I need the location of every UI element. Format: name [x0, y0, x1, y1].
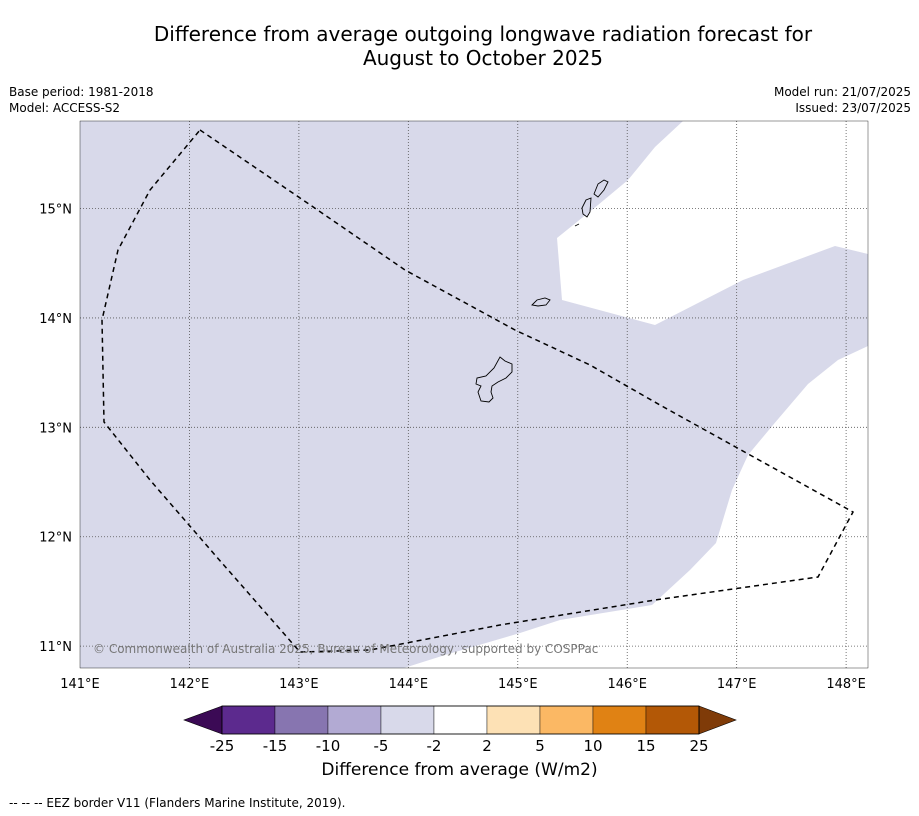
- colorbar-outline: [221, 705, 700, 735]
- lon-tick-label: 142°E: [170, 677, 210, 692]
- colorbar-tick-label: -2: [427, 737, 442, 755]
- lon-tick-label: 146°E: [607, 677, 647, 692]
- colorbar-tick-label: -5: [374, 737, 389, 755]
- eez-legend: -- -- -- EEZ border V11 (Flanders Marine…: [9, 796, 346, 810]
- latitude-labels: 11°N 12°N 13°N 14°N 15°N: [39, 203, 72, 656]
- colorbar-tick-label: -10: [316, 737, 341, 755]
- colorbar-under-extension: [183, 705, 223, 735]
- island-tinian: [581, 197, 592, 218]
- issued-date: Issued: 23/07/2025: [795, 101, 911, 115]
- lat-tick-label: 12°N: [39, 531, 72, 546]
- island-aguijan: [574, 223, 580, 227]
- model-name: Model: ACCESS-S2: [9, 101, 121, 115]
- map-frame: [79, 120, 869, 669]
- colorbar-tick-label: -15: [263, 737, 288, 755]
- lat-tick-label: 11°N: [39, 640, 72, 655]
- lat-tick-label: 13°N: [39, 421, 72, 436]
- lon-tick-label: 145°E: [498, 677, 538, 692]
- colorbar-tick-label: 10: [583, 737, 602, 755]
- lat-tick-label: 15°N: [39, 203, 72, 218]
- colorbar-tick-label: 2: [482, 737, 492, 755]
- colorbar-swatch: [327, 705, 382, 735]
- title-line-2: August to October 2025: [362, 46, 604, 70]
- colorbar-swatch: [645, 705, 700, 735]
- colorbar-swatch: [539, 705, 594, 735]
- eez-border: [101, 128, 855, 653]
- map-credit: © Commonwealth of Australia 2025, Bureau…: [93, 642, 598, 656]
- colorbar-swatch: [433, 705, 488, 735]
- island-outlines: [475, 179, 609, 403]
- colorbar-tick-label: 5: [535, 737, 545, 755]
- colorbar-tick-label: -25: [210, 737, 235, 755]
- map-plot-area: © Commonwealth of Australia 2025, Bureau…: [80, 121, 868, 668]
- meta-left: Base period: 1981-2018 Model: ACCESS-S2: [9, 84, 154, 116]
- gridlines: [80, 121, 868, 668]
- title-line-1: Difference from average outgoing longwav…: [153, 22, 813, 46]
- colorbar-tick-label: 15: [636, 737, 655, 755]
- colorbar-swatch: [221, 705, 276, 735]
- longitude-labels: 141°E 142°E 143°E 144°E 145°E 146°E 147°E 148°E: [60, 677, 866, 692]
- colorbar-label: Difference from average (W/m2): [321, 760, 598, 780]
- colorbar-over-extension: [698, 705, 737, 735]
- lon-tick-label: 143°E: [279, 677, 319, 692]
- colorbar-swatch: [592, 705, 647, 735]
- lat-tick-label: 14°N: [39, 312, 72, 327]
- lon-tick-label: 141°E: [60, 677, 100, 692]
- map-title: Difference from average outgoing longwav…: [0, 22, 919, 70]
- lon-tick-label: 147°E: [717, 677, 757, 692]
- colorbar-swatch: [380, 705, 435, 735]
- island-saipan: [593, 179, 609, 198]
- colorbar-tick-label: 25: [689, 737, 708, 755]
- colorbar-swatch: [274, 705, 329, 735]
- meta-right: Model run: 21/07/2025 Issued: 23/07/2025: [774, 84, 911, 116]
- model-run: Model run: 21/07/2025: [773, 85, 911, 99]
- base-period: Base period: 1981-2018: [9, 85, 154, 99]
- island-guam: [475, 356, 513, 403]
- colorbar: -25 -15 -10 -5 -2 2 5 10 15 25: [183, 705, 737, 755]
- anomaly-region-fill: [80, 121, 868, 668]
- lon-tick-label: 144°E: [389, 677, 429, 692]
- island-rota: [531, 297, 551, 307]
- lon-tick-label: 148°E: [826, 677, 866, 692]
- colorbar-swatch: [486, 705, 541, 735]
